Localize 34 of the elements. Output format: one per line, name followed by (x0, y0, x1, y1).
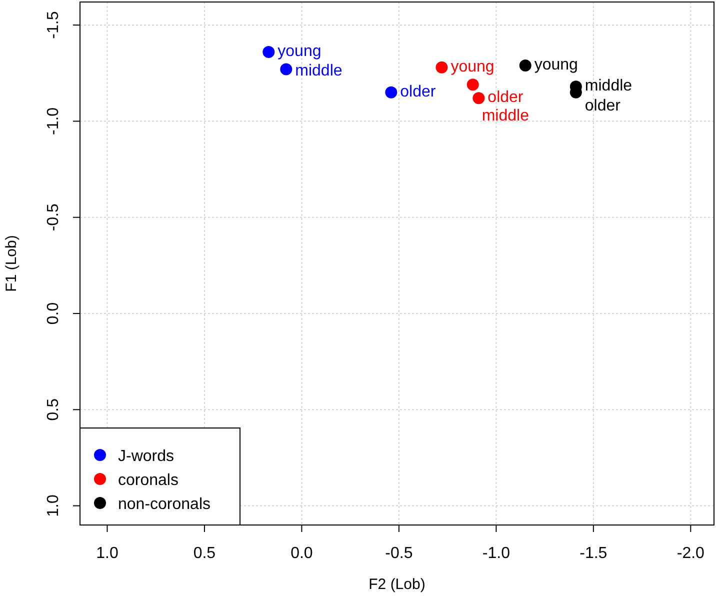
x-axis-title: F2 (Lob) (368, 576, 426, 593)
legend-label: coronals (118, 472, 178, 489)
y-tick-label: 0.5 (45, 398, 62, 421)
point (385, 86, 398, 98)
legend-label: non-coronals (118, 496, 210, 513)
annotation: middle (584, 78, 632, 95)
x-tick-label: -1.5 (580, 545, 608, 562)
y-tick-label: 1.0 (45, 494, 62, 517)
x-tick-label: 0.0 (290, 545, 313, 562)
annotation: young (278, 42, 322, 60)
annotation: middle (295, 62, 342, 80)
y-tick-label: 0.0 (45, 302, 62, 325)
x-tick-label: 0.5 (193, 545, 216, 562)
point (466, 78, 479, 91)
point (436, 61, 448, 74)
y-tick-label: -1.0 (45, 107, 62, 135)
point (519, 59, 532, 72)
y-axis-title: F1 (Lob) (3, 235, 20, 292)
x-tick-label: -0.5 (385, 545, 413, 562)
x-tick-label: -2.0 (676, 545, 705, 562)
annotation: young (534, 56, 578, 74)
annotation: middle (482, 108, 530, 125)
annotation: older (488, 89, 524, 106)
point (472, 92, 485, 104)
y-tick-label: -1.5 (45, 11, 62, 39)
x-tick-label: 1.0 (96, 545, 118, 562)
legend-label: J-words (118, 448, 174, 465)
annotation: older (400, 83, 436, 100)
annotation: young (450, 58, 494, 76)
point (262, 46, 275, 58)
x-tick-label: -1.0 (482, 545, 510, 562)
y-tick-label: -0.5 (45, 203, 62, 232)
point (280, 63, 292, 76)
annotation: older (584, 97, 622, 114)
